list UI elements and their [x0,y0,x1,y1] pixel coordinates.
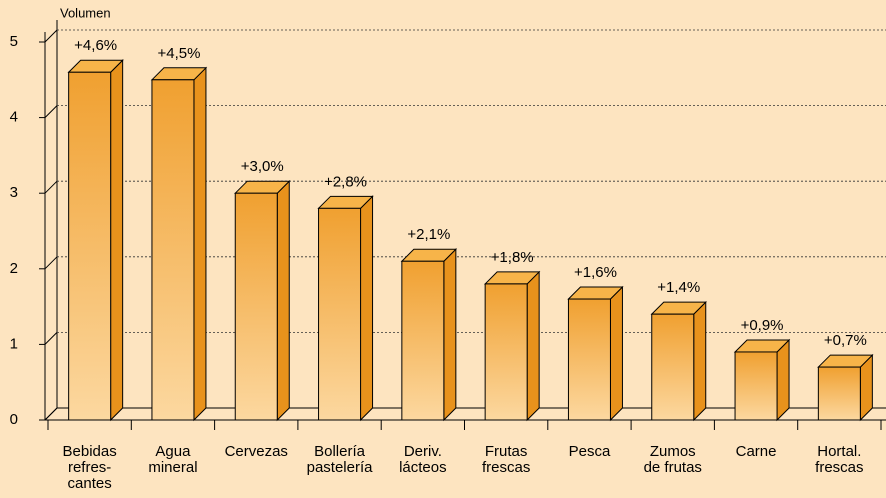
value-label: +1,4% [657,279,700,296]
tick-diag [44,256,58,270]
bar [400,248,458,422]
x-tick-label: Agua [155,443,191,460]
y-tick-label: 2 [10,260,18,277]
value-label: +3,0% [241,158,284,175]
x-tick-label: Bebidas [63,443,117,460]
value-label: +4,6% [74,37,117,54]
x-tick-label: Bollería [314,443,366,460]
bar [317,195,374,422]
tick-diag [44,105,58,118]
value-label: +0,9% [741,317,784,334]
value-label: +1,6% [574,264,617,281]
x-tick-label: mineral [148,459,197,476]
value-label: +2,8% [324,173,367,190]
tick-diag [44,180,58,194]
x-tick-label: cantes [68,475,112,492]
bar [733,338,791,422]
y-tick-label: 5 [10,33,18,50]
bar [650,300,707,422]
x-tick-label: Carne [736,443,777,460]
x-tick-label: Frutas [485,443,528,460]
x-tick-label: de frutas [644,459,702,476]
value-label: +1,8% [491,249,534,266]
tick-diag [44,332,58,345]
x-tick-label: Hortal. [817,443,861,460]
bar [817,353,874,422]
bar [483,270,541,422]
x-tick-label: lácteos [399,459,447,476]
y-tick-label: 4 [10,109,18,126]
value-label: +0,7% [824,332,867,349]
x-tick-label: Pesca [569,443,611,460]
bar [67,59,124,422]
y-tick-label: 3 [10,184,18,201]
bar [150,66,208,422]
y-tick-label: 1 [10,335,18,352]
bar [234,179,291,422]
x-tick-label: frescas [815,459,863,476]
x-tick-label: Deriv. [404,443,442,460]
tick-diag [44,29,58,43]
x-tick-label: Zumos [650,443,696,460]
x-tick-label: pastelería [307,459,374,476]
y-axis-label: Volumen [60,5,111,20]
x-tick-label: Cervezas [225,443,288,460]
y-tick-label: 0 [10,411,18,428]
x-tick-label: refres- [68,459,111,476]
value-label: +2,1% [407,226,450,243]
value-label: +4,5% [157,45,200,62]
x-tick-label: frescas [482,459,530,476]
tick-diag [44,407,58,421]
bar [567,285,624,422]
